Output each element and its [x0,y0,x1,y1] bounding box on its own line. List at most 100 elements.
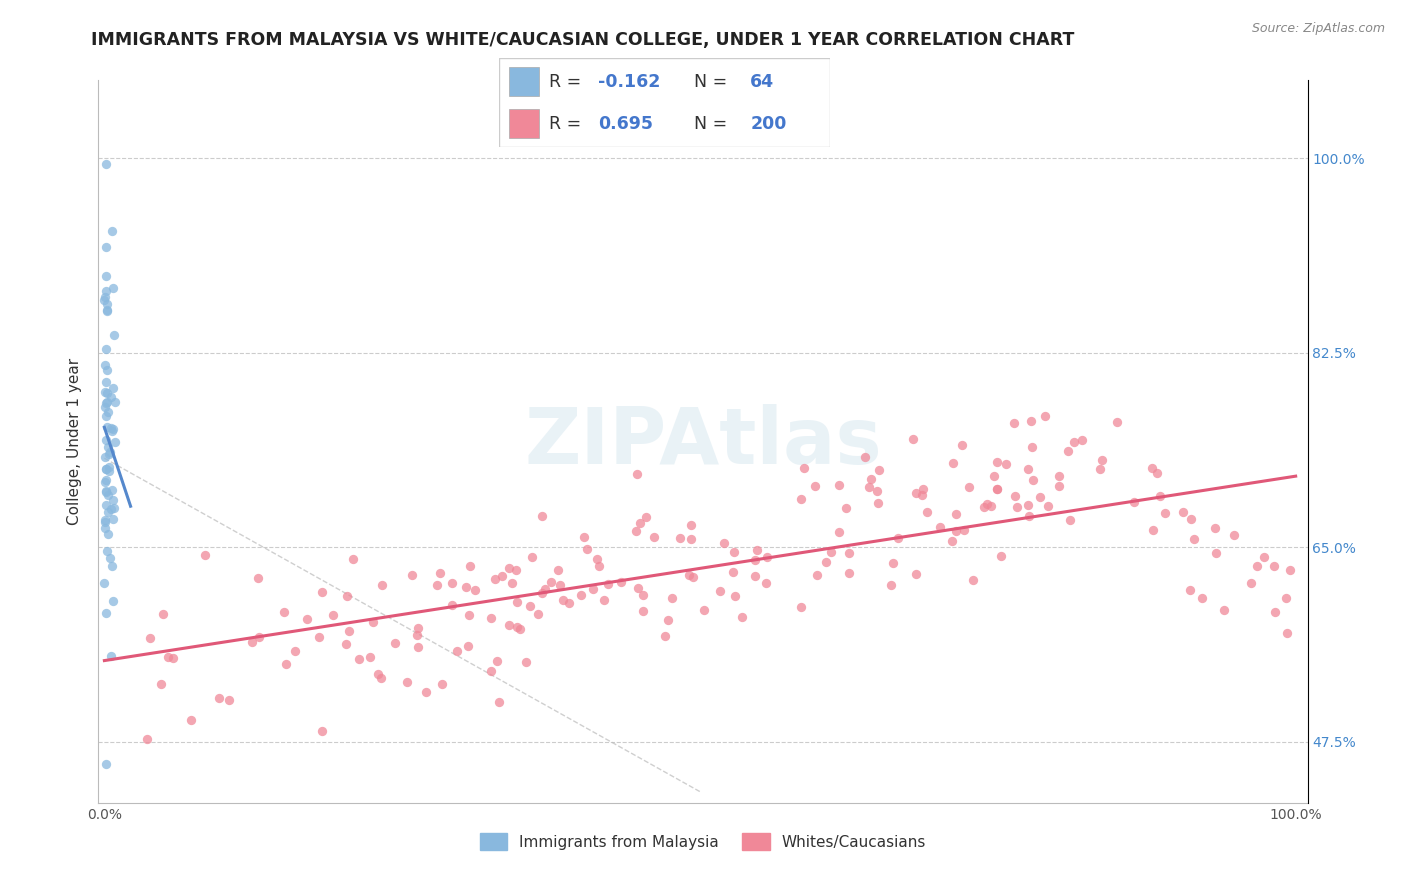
Point [1274,591,1296,605]
Point [1275,625,1298,640]
Point [240,634,263,648]
Point [835,501,858,516]
Point [858,481,880,495]
Point [98,464,121,478]
Point [744,569,766,583]
Point [349,652,371,666]
Point [401,568,423,582]
Point [180,714,202,728]
Point [506,620,529,634]
Point [957,479,980,493]
Point [311,723,333,738]
Point [575,542,598,557]
Point [100,648,122,663]
Point [94,512,117,526]
Point [150,677,173,691]
Point [942,456,965,470]
Point [973,500,995,514]
Point [679,532,702,546]
Point [484,573,506,587]
Point [668,531,690,545]
Point [157,650,180,665]
Point [986,455,1008,469]
Point [100,421,122,435]
Point [1002,417,1025,431]
Point [880,578,903,592]
Point [515,655,537,669]
Point [103,594,125,608]
Point [540,575,562,590]
Point [905,486,928,500]
Point [322,607,344,622]
Point [103,501,125,516]
Point [1213,603,1236,617]
Point [94,475,117,489]
Point [370,671,392,685]
Text: ZIPAtlas: ZIPAtlas [524,403,882,480]
Point [866,483,889,498]
Point [101,223,124,237]
Point [917,505,939,519]
Point [838,566,860,580]
Point [498,560,520,574]
Point [429,566,451,580]
Point [522,549,544,564]
Point [94,409,117,424]
Point [986,482,1008,496]
Point [94,268,117,283]
Point [101,422,124,436]
Point [94,156,117,170]
Text: IMMIGRANTS FROM MALAYSIA VS WHITE/CAUCASIAN COLLEGE, UNDER 1 YEAR CORRELATION CH: IMMIGRANTS FROM MALAYSIA VS WHITE/CAUCAS… [91,31,1074,49]
Point [582,582,605,596]
Point [1047,479,1070,493]
FancyBboxPatch shape [509,67,538,96]
Text: R =: R = [548,73,586,91]
Point [1222,527,1244,541]
Point [1204,521,1226,535]
Point [479,664,502,678]
Point [1149,489,1171,503]
Point [724,589,747,603]
Point [342,552,364,566]
Point [498,617,520,632]
Point [96,506,118,520]
Point [643,530,665,544]
Point [430,677,453,691]
Point [723,565,745,579]
Point [311,584,333,599]
Point [1005,500,1028,514]
Point [887,531,910,545]
Point [627,581,650,595]
Point [610,574,633,589]
Point [94,384,117,399]
Point [284,644,307,658]
Point [828,525,851,540]
Point [94,342,117,356]
Point [139,631,162,645]
Point [928,519,950,533]
Point [363,615,385,630]
Point [1017,498,1039,512]
Point [98,459,121,474]
Point [626,467,648,481]
Point [534,582,557,596]
Point [631,604,654,618]
Point [479,611,502,625]
Point [654,629,676,643]
Point [952,524,974,538]
Point [945,508,967,522]
Point [1091,452,1114,467]
Point [371,577,394,591]
Point [882,556,904,570]
Point [97,488,120,502]
Point [100,390,122,404]
Point [94,461,117,475]
Point [1140,460,1163,475]
Point [93,576,115,591]
Point [457,639,479,653]
Text: 200: 200 [751,115,786,133]
Point [486,654,509,668]
Point [458,558,481,573]
Point [96,296,118,310]
Point [1178,582,1201,597]
